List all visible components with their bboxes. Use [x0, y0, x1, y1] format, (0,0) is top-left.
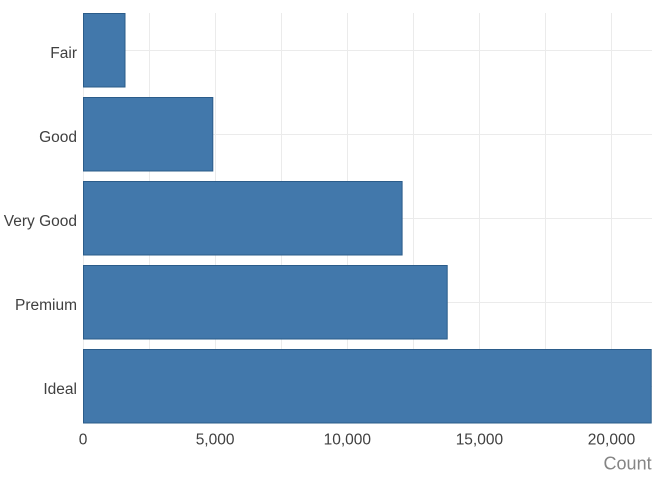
svg-text:Count: Count — [604, 454, 652, 474]
svg-text:Ideal: Ideal — [43, 381, 77, 398]
svg-text:15,000: 15,000 — [456, 432, 504, 449]
svg-text:5,000: 5,000 — [196, 432, 235, 449]
svg-text:20,000: 20,000 — [588, 432, 636, 449]
svg-text:Good: Good — [39, 129, 77, 146]
svg-text:0: 0 — [79, 432, 88, 449]
svg-text:10,000: 10,000 — [324, 432, 372, 449]
svg-text:Fair: Fair — [50, 45, 77, 62]
svg-text:Very Good: Very Good — [4, 213, 77, 230]
svg-text:Premium: Premium — [15, 297, 77, 314]
